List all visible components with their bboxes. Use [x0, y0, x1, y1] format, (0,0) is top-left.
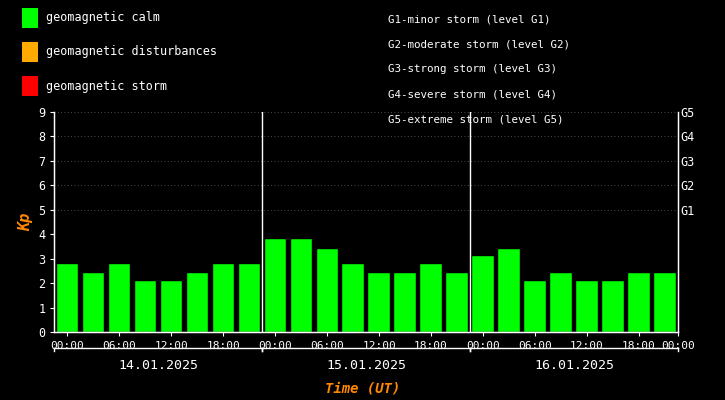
- Bar: [342, 264, 364, 332]
- Bar: [291, 239, 312, 332]
- Bar: [447, 273, 468, 332]
- Bar: [368, 273, 390, 332]
- Bar: [420, 264, 442, 332]
- Bar: [265, 239, 286, 332]
- Bar: [550, 273, 571, 332]
- Text: G2-moderate storm (level G2): G2-moderate storm (level G2): [388, 39, 570, 49]
- Bar: [602, 281, 624, 332]
- Text: G3-strong storm (level G3): G3-strong storm (level G3): [388, 64, 557, 74]
- Bar: [317, 249, 338, 332]
- Text: Time (UT): Time (UT): [325, 381, 400, 395]
- Bar: [161, 281, 182, 332]
- Bar: [654, 273, 676, 332]
- Text: G4-severe storm (level G4): G4-severe storm (level G4): [388, 90, 557, 100]
- Text: 16.01.2025: 16.01.2025: [534, 359, 614, 372]
- Bar: [239, 264, 260, 332]
- Y-axis label: Kp: Kp: [17, 213, 33, 231]
- Text: geomagnetic disturbances: geomagnetic disturbances: [46, 46, 218, 58]
- Text: geomagnetic storm: geomagnetic storm: [46, 80, 167, 92]
- Text: geomagnetic calm: geomagnetic calm: [46, 12, 160, 24]
- Text: G1-minor storm (level G1): G1-minor storm (level G1): [388, 14, 550, 24]
- Bar: [212, 264, 234, 332]
- Bar: [498, 249, 520, 332]
- Bar: [57, 264, 78, 332]
- Bar: [186, 273, 208, 332]
- Text: 15.01.2025: 15.01.2025: [326, 359, 406, 372]
- Bar: [83, 273, 104, 332]
- Text: 14.01.2025: 14.01.2025: [118, 359, 199, 372]
- Bar: [473, 256, 494, 332]
- Bar: [135, 281, 156, 332]
- Bar: [524, 281, 546, 332]
- Bar: [629, 273, 650, 332]
- Bar: [394, 273, 415, 332]
- Text: G5-extreme storm (level G5): G5-extreme storm (level G5): [388, 115, 563, 125]
- Bar: [109, 264, 130, 332]
- Bar: [576, 281, 597, 332]
